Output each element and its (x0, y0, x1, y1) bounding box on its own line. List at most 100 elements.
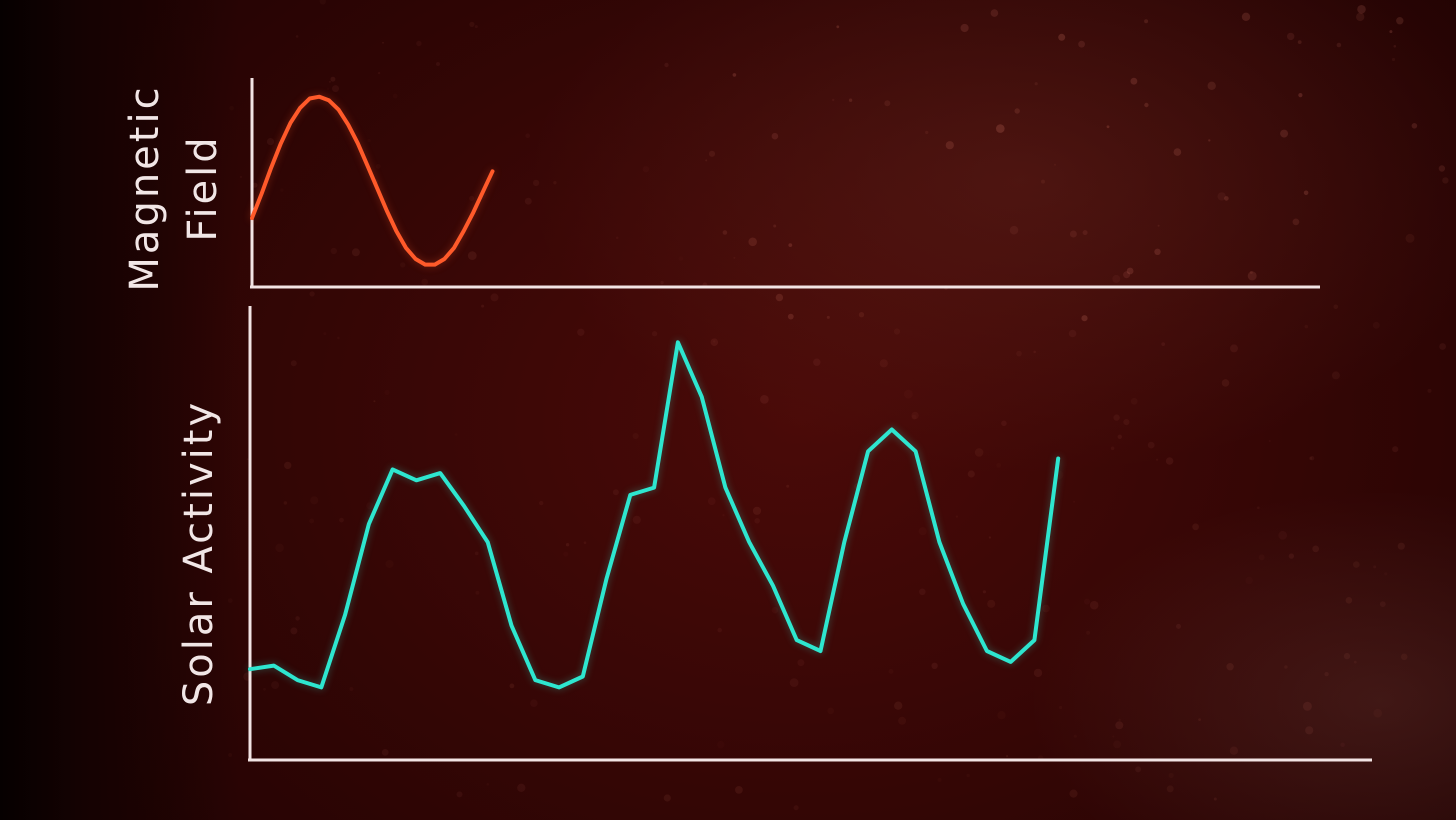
surface-speckle (1123, 271, 1131, 279)
surface-speckle (1411, 123, 1418, 129)
surface-speckle (577, 328, 585, 336)
surface-speckle (1081, 315, 1088, 322)
surface-speckle (375, 163, 381, 169)
surface-speckle (722, 514, 725, 517)
surface-speckle (1054, 163, 1056, 166)
surface-speckle (615, 236, 619, 240)
surface-speckle (1343, 652, 1351, 660)
surface-speckle (1333, 304, 1339, 310)
surface-speckle (1165, 457, 1174, 465)
surface-speckle (1083, 598, 1091, 605)
surface-speckle (836, 25, 840, 29)
surface-speckle (911, 411, 919, 420)
surface-speckle (524, 197, 532, 205)
surface-speckle (1405, 233, 1415, 243)
surface-speckle (1309, 456, 1313, 460)
surface-speckle (309, 291, 315, 297)
surface-speckle (1217, 192, 1226, 201)
surface-speckle (789, 678, 799, 687)
surface-speckle (436, 62, 440, 66)
surface-speckle (1336, 42, 1342, 48)
surface-speckle (1356, 12, 1365, 22)
surface-speckle (1379, 601, 1386, 607)
surface-speckle (1176, 623, 1181, 629)
surface-speckle (1068, 329, 1077, 338)
surface-speckle (754, 518, 760, 524)
surface-speckle (1393, 45, 1397, 48)
surface-speckle (1166, 785, 1174, 793)
surface-speckle (1353, 660, 1357, 664)
surface-speckle (469, 195, 475, 201)
surface-speckle (1305, 726, 1314, 735)
surface-speckle (1249, 270, 1253, 274)
surface-speckle (898, 716, 907, 725)
surface-speckle (490, 293, 499, 302)
surface-speckle (1156, 458, 1159, 461)
surface-speckle (903, 389, 913, 399)
surface-speckle (793, 805, 799, 811)
surface-speckle (227, 598, 233, 603)
surface-speckle (1073, 734, 1077, 738)
surface-speckle (332, 85, 339, 93)
surface-speckle (252, 182, 258, 188)
surface-speckle (330, 247, 337, 255)
surface-speckle (966, 773, 970, 778)
surface-speckle (651, 331, 658, 337)
surface-speckle (1213, 797, 1217, 801)
surface-speckle (660, 280, 664, 285)
surface-speckle (351, 248, 360, 257)
surface-speckle (481, 304, 485, 308)
surface-speckle (1287, 32, 1295, 41)
surface-speckle (382, 41, 384, 44)
surface-speckle (1324, 671, 1329, 677)
surface-speckle (771, 132, 779, 140)
surface-speckle (1357, 5, 1366, 14)
surface-speckle (996, 124, 1005, 133)
surface-speckle (988, 536, 992, 539)
surface-speckle (826, 315, 830, 319)
surface-speckle (1006, 755, 1009, 758)
solar-activity-series-line (248, 340, 1061, 690)
surface-speckle (931, 662, 938, 669)
surface-speckle (469, 21, 475, 27)
surface-speckle (705, 159, 708, 162)
surface-speckle (752, 506, 762, 515)
surface-speckle (467, 251, 477, 260)
surface-speckle (337, 336, 340, 340)
surface-speckle (1069, 789, 1078, 798)
solar-activity-panel: Solar Activity (176, 306, 1372, 762)
surface-speckle (1288, 553, 1295, 559)
surface-speckle (532, 179, 540, 187)
surface-speckle (997, 711, 1006, 720)
surface-speckle (1345, 597, 1353, 604)
surface-speckle (266, 138, 275, 146)
surface-speckle (1009, 225, 1019, 235)
surface-speckle (879, 359, 888, 368)
surface-speckle (894, 701, 903, 710)
surface-speckle (735, 786, 743, 794)
surface-speckle (632, 432, 639, 440)
surface-speckle (525, 133, 530, 138)
surface-speckle (1278, 530, 1288, 540)
surface-speckle (893, 328, 901, 335)
surface-speckle (539, 500, 544, 506)
surface-speckle (884, 100, 891, 107)
surface-speckle (733, 256, 736, 259)
surface-speckle (330, 76, 336, 82)
surface-speckle (974, 448, 984, 457)
surface-speckle (1118, 718, 1121, 721)
surface-speckle (373, 400, 376, 403)
surface-speckle (775, 293, 784, 302)
surface-speckle (1312, 545, 1320, 553)
surface-speckle (1069, 230, 1077, 238)
surface-speckle (295, 616, 300, 621)
surface-speckle (771, 606, 779, 614)
magnetic-field-label-line1: Magnetic (122, 84, 168, 291)
surface-speckle (632, 515, 641, 524)
surface-speckle (858, 312, 865, 318)
surface-speckle (813, 358, 821, 366)
surface-speckle (263, 687, 266, 691)
